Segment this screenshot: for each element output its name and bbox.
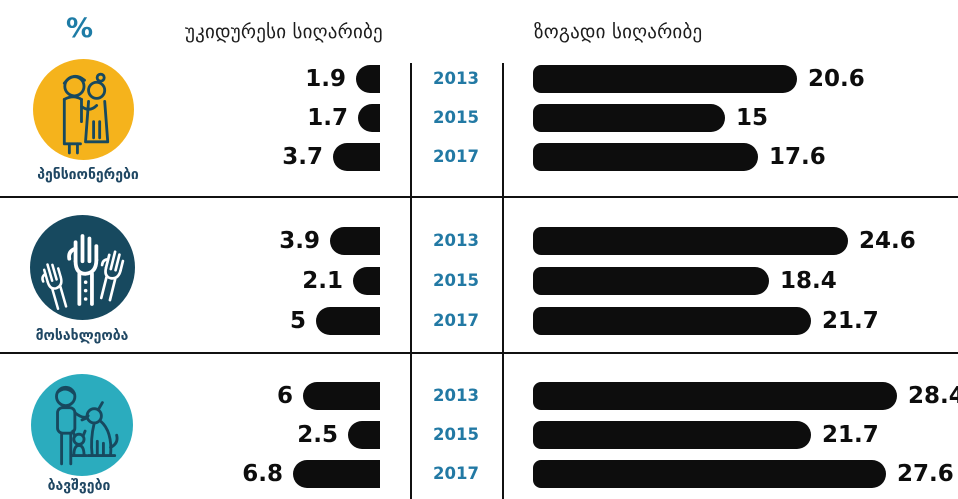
general-poverty-bar-row: 15 bbox=[533, 104, 768, 132]
extreme-poverty-bar bbox=[303, 382, 380, 410]
extreme-poverty-value: 2.5 bbox=[297, 422, 338, 448]
general-poverty-bar bbox=[533, 104, 725, 132]
raised-hands-icon bbox=[30, 215, 135, 324]
general-poverty-bar bbox=[533, 307, 811, 335]
general-poverty-value: 20.6 bbox=[808, 66, 865, 92]
general-poverty-header: ზოგადი სიღარიბე bbox=[534, 21, 703, 43]
group-label-children: ბავშვები bbox=[47, 478, 111, 494]
general-poverty-bar bbox=[533, 382, 897, 410]
extreme-poverty-bar bbox=[356, 65, 380, 93]
general-poverty-value: 18.4 bbox=[780, 268, 837, 294]
year-label: 2017 bbox=[433, 464, 479, 483]
extreme-poverty-bar-row: 2.1 bbox=[0, 267, 380, 295]
general-poverty-value: 27.6 bbox=[897, 461, 954, 487]
general-poverty-bar-row: 21.7 bbox=[533, 421, 879, 449]
extreme-poverty-bar-row: 2.5 bbox=[0, 421, 380, 449]
extreme-poverty-bar bbox=[348, 421, 380, 449]
percent-unit-label: % bbox=[66, 13, 94, 44]
extreme-poverty-value: 2.1 bbox=[302, 268, 343, 294]
group-divider-2 bbox=[0, 352, 958, 354]
general-poverty-bar bbox=[533, 227, 848, 255]
group-divider-1 bbox=[0, 196, 958, 198]
extreme-poverty-value: 1.7 bbox=[307, 105, 348, 131]
extreme-poverty-bar-row: 6.8 bbox=[0, 460, 380, 488]
extreme-poverty-value: 6.8 bbox=[242, 461, 283, 487]
general-poverty-bar-row: 28.4 bbox=[533, 382, 958, 410]
general-poverty-bar bbox=[533, 267, 769, 295]
general-poverty-bar bbox=[533, 65, 797, 93]
extreme-poverty-bar bbox=[353, 267, 380, 295]
general-poverty-value: 21.7 bbox=[822, 308, 879, 334]
general-poverty-bar-row: 24.6 bbox=[533, 227, 916, 255]
extreme-poverty-bar-row: 3.7 bbox=[0, 143, 380, 171]
extreme-poverty-bar-row: 6 bbox=[0, 382, 380, 410]
year-label: 2013 bbox=[433, 386, 479, 405]
general-poverty-bar-row: 20.6 bbox=[533, 65, 865, 93]
year-column-left-rule bbox=[410, 63, 412, 499]
year-label: 2015 bbox=[433, 425, 479, 444]
year-label: 2013 bbox=[433, 69, 479, 88]
general-poverty-value: 17.6 bbox=[769, 144, 826, 170]
general-poverty-bar bbox=[533, 143, 758, 171]
general-poverty-bar-row: 17.6 bbox=[533, 143, 826, 171]
year-column-right-rule bbox=[502, 63, 504, 499]
year-label: 2017 bbox=[433, 147, 479, 166]
year-label: 2017 bbox=[433, 311, 479, 330]
child-with-dog-icon bbox=[31, 374, 133, 480]
general-poverty-bar-row: 21.7 bbox=[533, 307, 879, 335]
extreme-poverty-bar bbox=[333, 143, 380, 171]
general-poverty-value: 15 bbox=[736, 105, 769, 131]
extreme-poverty-bar-row: 5 bbox=[0, 307, 380, 335]
group-label-population: მოსახლეობა bbox=[35, 328, 129, 344]
extreme-poverty-value: 3.9 bbox=[279, 228, 320, 254]
extreme-poverty-value: 3.7 bbox=[282, 144, 323, 170]
extreme-poverty-value: 1.9 bbox=[305, 66, 346, 92]
extreme-poverty-header: უკიდურესი სიღარიბე bbox=[185, 21, 383, 43]
extreme-poverty-value: 6 bbox=[276, 383, 293, 409]
year-label: 2015 bbox=[433, 108, 479, 127]
extreme-poverty-bar-row: 1.9 bbox=[0, 65, 380, 93]
general-poverty-bar-row: 18.4 bbox=[533, 267, 837, 295]
extreme-poverty-bar bbox=[293, 460, 380, 488]
year-label: 2015 bbox=[433, 271, 479, 290]
year-label: 2013 bbox=[433, 231, 479, 250]
extreme-poverty-bar-row: 1.7 bbox=[0, 104, 380, 132]
extreme-poverty-bar bbox=[316, 307, 380, 335]
general-poverty-bar-row: 27.6 bbox=[533, 460, 954, 488]
extreme-poverty-value: 5 bbox=[289, 308, 306, 334]
general-poverty-value: 21.7 bbox=[822, 422, 879, 448]
general-poverty-bar bbox=[533, 421, 811, 449]
general-poverty-bar bbox=[533, 460, 886, 488]
general-poverty-value: 24.6 bbox=[859, 228, 916, 254]
extreme-poverty-bar bbox=[358, 104, 380, 132]
group-label-pensioners: პენსიონერები bbox=[37, 167, 139, 183]
general-poverty-value: 28.4 bbox=[908, 383, 958, 409]
extreme-poverty-bar-row: 3.9 bbox=[0, 227, 380, 255]
extreme-poverty-bar bbox=[330, 227, 380, 255]
elderly-couple-icon bbox=[33, 59, 134, 164]
